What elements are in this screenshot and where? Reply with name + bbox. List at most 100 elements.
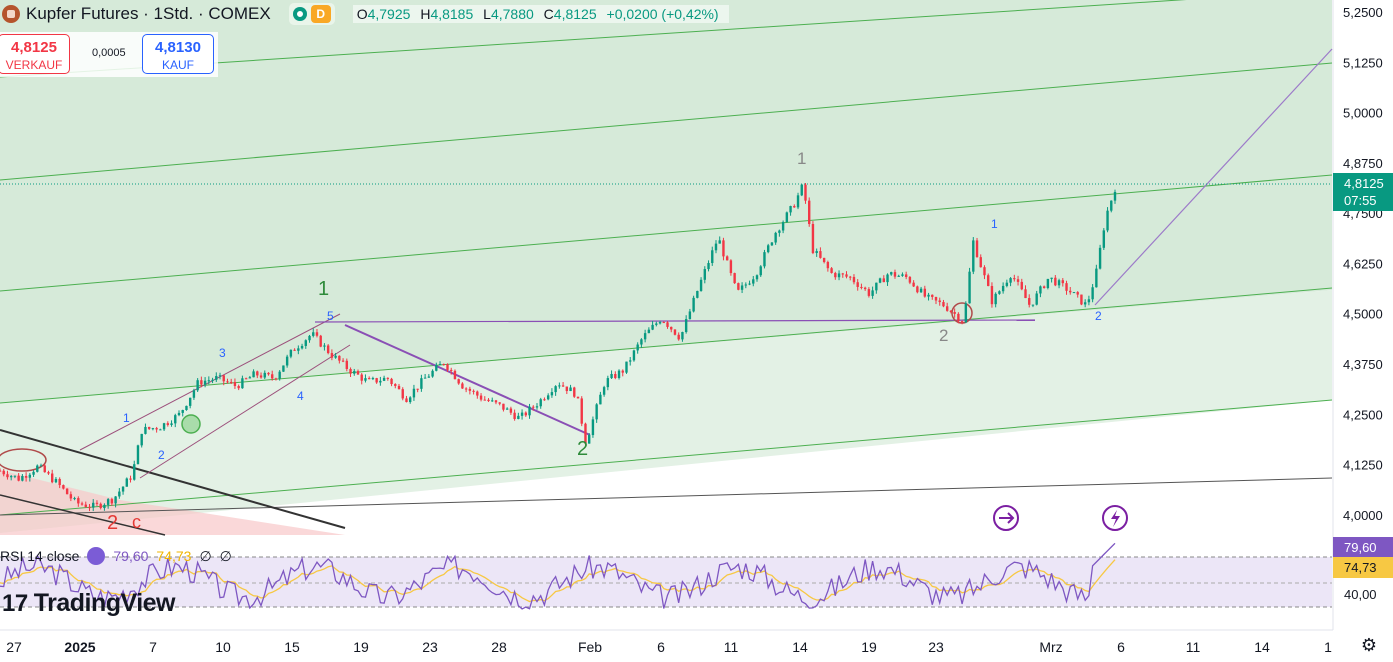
candle-body (282, 365, 285, 372)
candle-body (711, 250, 714, 264)
symbol-title[interactable]: Kupfer Futures · 1Std. · COMEX (26, 4, 271, 23)
current-price-label: 4,8125 (1344, 176, 1384, 191)
time-tick-label: 23 (928, 639, 944, 655)
buy-button[interactable]: 4,8130 KAUF (142, 34, 214, 74)
candle-body (95, 502, 99, 504)
candle-body (1001, 285, 1005, 292)
ohlc-low: 4,7880 (490, 6, 534, 22)
candle-body (483, 399, 486, 401)
candle-body (88, 507, 91, 509)
candle-body (811, 224, 815, 254)
candle-body (994, 293, 997, 305)
candle-body (863, 287, 867, 290)
candle-body (599, 394, 602, 405)
status-badges: D (288, 3, 335, 25)
candle-body (118, 491, 121, 497)
wave-label-blue-1: 1 (991, 217, 998, 231)
candle-body (804, 184, 807, 201)
candle-body (819, 251, 822, 258)
candle-body (200, 380, 203, 385)
candle-body (561, 385, 565, 387)
sell-price: 4,8125 (11, 39, 57, 56)
candle-body (256, 371, 259, 376)
candle-body (1013, 278, 1016, 280)
candle-body (397, 385, 401, 390)
candle-body (356, 371, 360, 375)
rsi-legend[interactable]: RSI 14 close 79,60 74,73 ∅ ∅ (0, 546, 232, 566)
time-tick-label: Mrz (1039, 639, 1062, 655)
candle-body (103, 504, 106, 509)
candle-body (837, 273, 841, 278)
candle-body (203, 380, 207, 385)
candle-body (878, 278, 882, 283)
candle-body (584, 423, 587, 444)
candle-body (606, 378, 610, 388)
candle-body (166, 423, 170, 425)
candle-body (446, 364, 449, 370)
candle-body (222, 375, 225, 382)
candle-body (188, 397, 192, 406)
time-tick-label: 2025 (64, 639, 95, 655)
candle-body (1083, 302, 1087, 305)
candle-body (793, 206, 796, 208)
projection-line (1094, 48, 1333, 306)
settings-icon[interactable]: ⚙ (1360, 635, 1377, 655)
rsi-ma-line (0, 559, 1116, 603)
wave-label-minor-5: 5 (327, 309, 334, 323)
candle-body (770, 242, 774, 246)
candle-body (785, 212, 789, 223)
candle-body (744, 284, 748, 286)
ohlc-open: 4,7925 (367, 6, 411, 22)
candle-body (766, 245, 770, 253)
candle-body (990, 286, 994, 305)
candle-body (479, 395, 483, 400)
candle-body (435, 365, 438, 371)
candle-body (233, 382, 237, 387)
candle-body (755, 275, 759, 280)
candle-body (558, 385, 561, 387)
candle-body (401, 389, 404, 399)
candle-body (841, 273, 844, 275)
mode-badge: D (310, 5, 331, 23)
sell-button[interactable]: 4,8125 VERKAUF (0, 34, 70, 74)
candle-body (617, 370, 621, 379)
rsi-axis-label: 40,00 (1344, 587, 1377, 602)
price-tick-label: 4,0000 (1343, 508, 1383, 523)
candle-body (931, 294, 934, 297)
lightning-icon[interactable] (1102, 505, 1128, 531)
rsi-pane[interactable] (0, 542, 1332, 610)
tradingview-text: TradingView (33, 589, 176, 617)
candle-body (326, 345, 330, 354)
rsi-ma-axis-badge (1333, 557, 1393, 578)
candle-body (121, 486, 125, 492)
replay-icon[interactable] (993, 505, 1019, 531)
candle-body (897, 275, 900, 277)
time-tick-label: 28 (491, 639, 507, 655)
price-tick-label: 5,1250 (1343, 55, 1383, 70)
candle-body (539, 399, 542, 407)
candle-body (763, 252, 766, 267)
time-tick-label: 10 (215, 639, 231, 655)
candlesticks (0, 182, 1117, 512)
candle-body (431, 370, 434, 377)
candle-body (174, 415, 177, 424)
candle-body (1024, 289, 1027, 299)
time-tick-label: 11 (724, 639, 739, 655)
candle-body (252, 371, 255, 378)
price-pane[interactable] (0, 0, 1333, 536)
wave-label-minor-4: 4 (297, 389, 304, 403)
price-axis[interactable]: 5,25005,12505,00004,87504,75004,62504,50… (1332, 0, 1393, 662)
candle-body (248, 377, 252, 379)
candle-body (733, 273, 736, 284)
candle-body (923, 288, 927, 297)
candle-body (692, 297, 695, 312)
time-axis[interactable]: 27 2025 7 10 15 19 23 28 Feb 6 11 14 19 23 Mrz 6 11 14 1 (0, 629, 1333, 662)
candle-body (36, 465, 39, 472)
sell-label: VERKAUF (5, 58, 63, 72)
candle-body (912, 282, 915, 287)
candle-body (502, 403, 505, 410)
wave-label-minor-1: 1 (123, 411, 130, 425)
candle-body (185, 405, 188, 411)
down-channel-fill (0, 470, 345, 535)
